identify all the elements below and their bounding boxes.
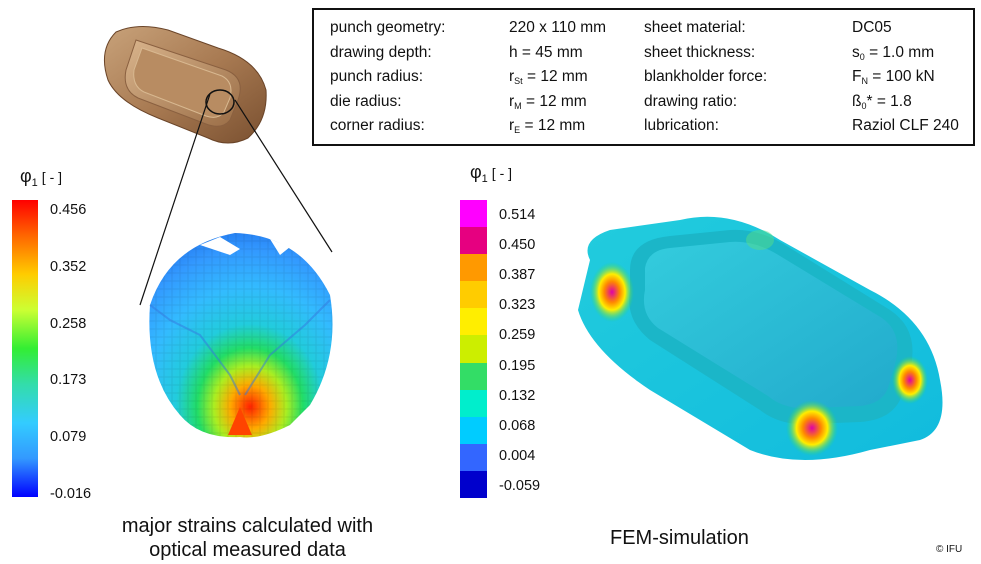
param-value: DC05 [852,19,892,36]
legend-right-tick-label: -0.059 [499,477,541,494]
param-label: corner radius: [330,117,425,134]
legend-left-tick-label: 0.079 [50,429,87,446]
legend-right-swatch [460,362,487,390]
copyright: © IFU [936,544,963,555]
corner-magnify-circle [205,89,235,115]
param-label: blankholder force: [644,68,768,85]
legend-right-tick-label: 0.450 [499,237,536,254]
param-value: s0 = 1.0 mm [852,43,935,62]
legend-right-swatch [460,281,487,309]
legend-right-swatch [460,308,487,336]
legend-right-swatch [460,227,487,255]
legend-right-swatch [460,389,487,417]
legend-right-tick-label: 0.387 [499,267,536,284]
param-label: punch radius: [330,68,424,85]
drawn-part-photo [103,26,267,144]
param-value: rM = 12 mm [509,92,587,111]
legend-right-swatch [460,254,487,282]
param-label: drawing depth: [330,43,432,61]
legend-right-tick-label: 0.514 [499,207,536,223]
process-parameters-table: punch geometry: 220 x 110 mm sheet materia… [312,8,975,146]
legend-left-title: φ1[ - ] [20,166,63,189]
param-label: die radius: [330,92,402,110]
legend-right-tick-label: 0.323 [499,297,536,314]
param-value: rSt = 12 mm [509,68,588,86]
caption-measured: major strains calculated with optical me… [121,515,374,561]
param-label: punch geometry: [330,19,446,36]
legend-left-colorbar [12,200,38,497]
legend-right-swatch [460,416,487,444]
legend-right-swatch [460,470,487,498]
param-label: sheet material: [644,19,746,36]
param-value: h = 45 mm [509,43,583,61]
param-value: ß0* = 1.8 [852,92,912,111]
param-label: drawing ratio: [644,92,738,110]
legend-right-swatch [460,443,487,471]
measured-strain-map [149,233,333,438]
param-value: 220 x 110 mm [509,19,607,36]
caption-fem: FEM-simulation [610,527,749,549]
legend-left-tick-label: 0.352 [50,258,87,275]
legend-left-tick-label: 0.456 [50,202,87,218]
legend-right-tick-label: 0.195 [499,357,536,374]
fem-simulation-map [578,216,943,460]
param-value: Raziol CLF 240 [852,117,959,134]
legend-right-tick-label: 0.004 [499,447,536,464]
legend-left-tick-label: -0.016 [50,486,92,502]
legend-right-tick-label: 0.132 [499,387,536,404]
legend-right-title: φ1[ - ] [470,162,513,185]
param-value: FN = 100 kN [852,68,935,86]
param-label: lubrication: [644,117,719,134]
legend-right-tick-label: 0.068 [499,417,536,434]
param-label: sheet thickness: [644,43,756,61]
legend-right-swatch [460,200,487,228]
legend-left-tick-label: 0.258 [50,315,87,332]
legend-right-colorbar [460,200,487,498]
legend-right-tick-label: 0.259 [499,327,536,344]
legend-left-tick-label: 0.173 [50,372,87,389]
legend-right-swatch [460,335,487,363]
param-value: rE = 12 mm [509,117,586,135]
